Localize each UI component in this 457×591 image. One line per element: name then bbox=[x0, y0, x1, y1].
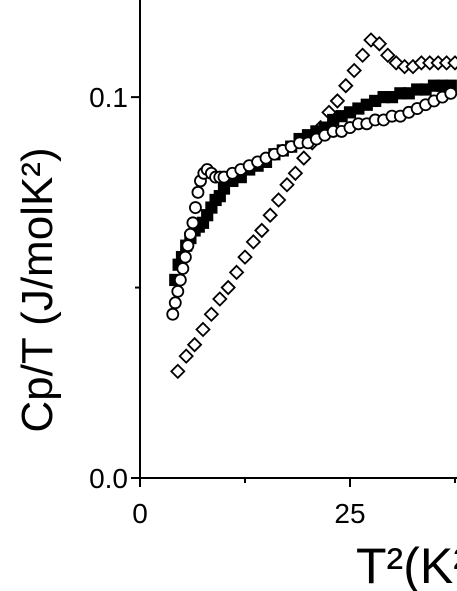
plot-area bbox=[166, 32, 457, 380]
diamond-point bbox=[380, 47, 396, 63]
diamond-point bbox=[212, 291, 228, 307]
diamond-point bbox=[338, 77, 354, 94]
diamond-point bbox=[178, 348, 194, 364]
diamond-point bbox=[228, 264, 245, 281]
diamond-point bbox=[346, 62, 362, 79]
diamond-point bbox=[237, 249, 253, 265]
circle-point bbox=[186, 216, 200, 230]
axes: 0.0 0.1 0 25 bbox=[89, 0, 457, 529]
diamond-point bbox=[170, 363, 186, 380]
diamond-point bbox=[245, 234, 262, 250]
y-tick-label: 0.1 bbox=[89, 82, 128, 113]
circle-point bbox=[178, 250, 192, 264]
circle-point bbox=[168, 296, 182, 310]
diamond-point bbox=[354, 47, 371, 63]
circle-point bbox=[444, 86, 457, 100]
circle-point bbox=[189, 201, 202, 215]
diamond-point bbox=[447, 55, 457, 71]
diamond-point bbox=[279, 176, 295, 193]
diamond-point bbox=[296, 150, 312, 166]
diamond-point bbox=[287, 165, 304, 182]
diamond-point bbox=[371, 36, 388, 52]
diamond-point bbox=[270, 192, 287, 208]
circle-point bbox=[171, 284, 185, 298]
circle-point bbox=[183, 227, 197, 241]
circle-point bbox=[176, 262, 190, 275]
x-tick-label: 0 bbox=[132, 498, 148, 529]
circle-point bbox=[166, 307, 180, 321]
x-tick-label: 25 bbox=[334, 498, 365, 529]
diamond-point bbox=[329, 93, 346, 109]
circle-point bbox=[191, 185, 205, 199]
circle-point bbox=[181, 239, 195, 253]
diamond-point bbox=[195, 321, 211, 338]
diamond-point bbox=[220, 279, 236, 296]
circle-point bbox=[173, 273, 187, 287]
x-axis-label: T²(K²) bbox=[356, 538, 457, 591]
diamond-point bbox=[186, 336, 203, 353]
y-axis-label: Cp/T (J/molK²) bbox=[13, 147, 62, 432]
diamond-point bbox=[262, 207, 278, 223]
diamond-point bbox=[203, 306, 220, 322]
diamond-point bbox=[254, 222, 270, 239]
y-tick-label: 0.0 bbox=[89, 463, 128, 494]
